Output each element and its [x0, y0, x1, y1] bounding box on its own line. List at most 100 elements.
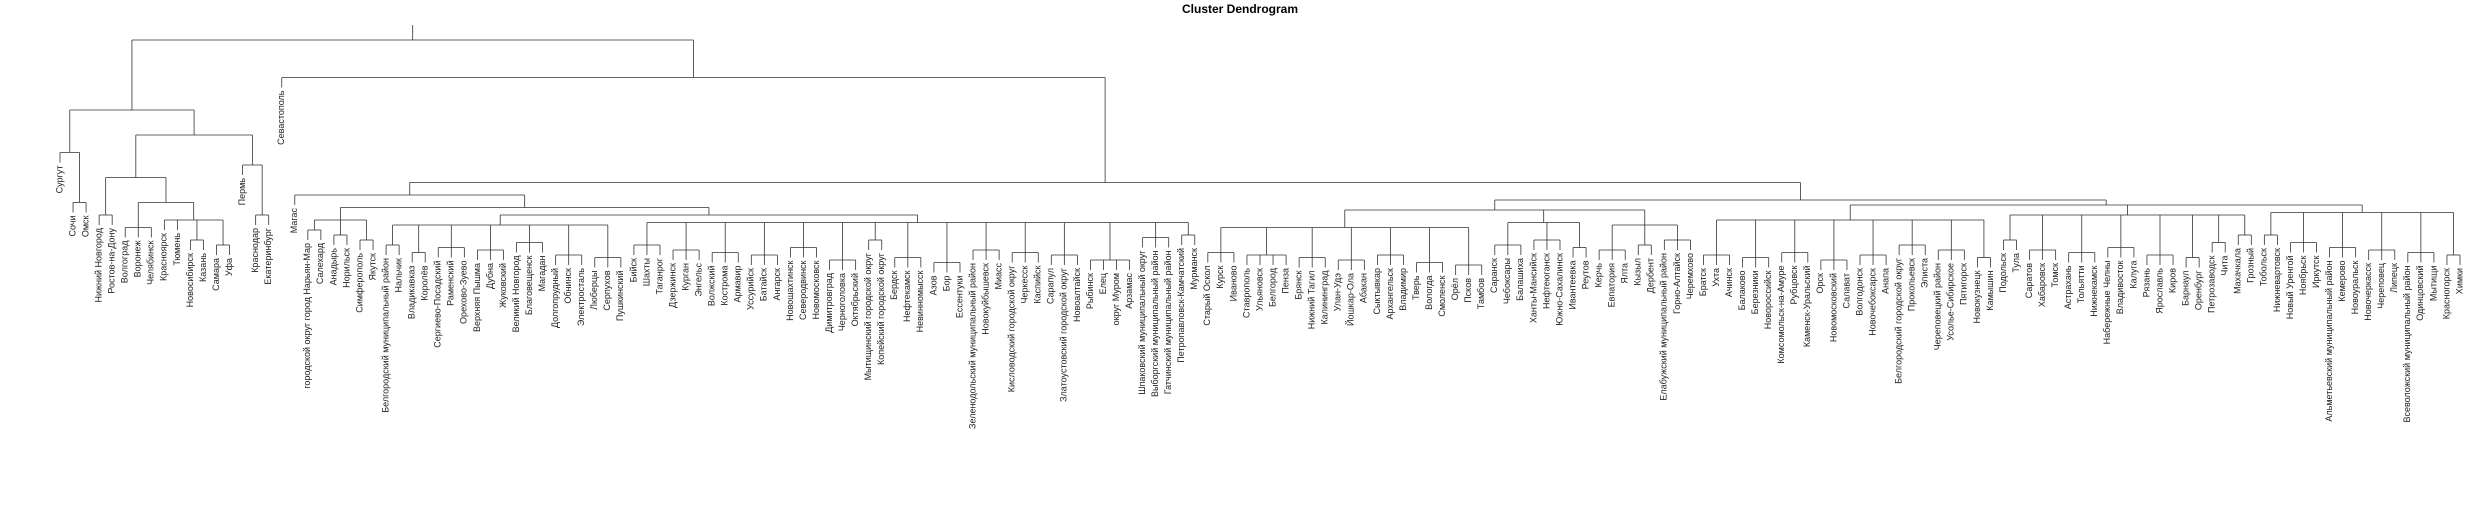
leaf-label: Каменск-Уральский [1802, 266, 1812, 348]
leaf-label: Калининград [1320, 270, 1330, 325]
leaf-label: Петрозаводск [2207, 255, 2217, 313]
leaf-label: Ханты-Мансийск [1528, 253, 1538, 323]
leaf-label: Ялта [1620, 263, 1630, 284]
leaf-label: Ульяновск [1254, 268, 1264, 311]
leaf-label: Йошкар-Ола [1345, 273, 1356, 326]
leaf-label: Северодвинск [798, 260, 808, 320]
leaf-label: Красноярск [159, 233, 169, 281]
leaf-label: Якутск [367, 253, 377, 281]
leaf-label: Бийск [628, 258, 638, 282]
leaf-label: Усолье-Сибирское [1946, 263, 1956, 341]
leaf-label: городской округ город Нарьян-Мар [302, 243, 312, 389]
leaf-label: Курган [680, 263, 690, 291]
leaf-label: Мурманск [1189, 248, 1199, 290]
leaf-label: Белгородский муниципальный район [380, 258, 390, 413]
leaf-label: Одинцовский [2415, 266, 2425, 321]
leaf-label: Владимир [1398, 268, 1408, 311]
leaf-label: Батайск [759, 268, 769, 301]
leaf-label: Балашиха [1515, 258, 1525, 301]
leaf-label: Волгодонск [1854, 268, 1864, 316]
leaf-label: Подольск [1998, 253, 2008, 293]
leaf-label: Раменский [446, 261, 456, 306]
leaf-label: Белгородский городской округ [1894, 257, 1904, 384]
leaf-label: округ Муром [1111, 273, 1121, 325]
leaf-label: Всеволожский муниципальный район [2402, 265, 2412, 422]
leaf-label: Каспийск [1033, 265, 1043, 303]
leaf-label: Новомосковск [811, 260, 821, 319]
leaf-label: Белгород [1267, 267, 1277, 307]
leaf-label: Краснодар [250, 228, 260, 273]
leaf-label: Прокопьевск [1907, 258, 1917, 311]
leaf-label: Миасс [994, 263, 1004, 290]
leaf-label: Чебоксары [1502, 258, 1512, 304]
leaf-label: Самара [211, 258, 221, 291]
leaf-label: Кострома [720, 266, 730, 306]
leaf-label: Дербент [1646, 258, 1656, 293]
leaf-label: Нижневартовск [2272, 248, 2282, 312]
leaf-label: Дзержинск [667, 263, 677, 308]
leaf-label: Сургут [54, 166, 64, 194]
leaf-label: Невинномысск [915, 270, 925, 332]
leaf-label: Новочебоксарск [1867, 268, 1877, 336]
leaf-label: Барнаул [2180, 271, 2190, 306]
leaf-label: Черкесск [1020, 265, 1030, 303]
leaf-label: Рубцовск [1789, 265, 1799, 304]
leaf-label: Елабужский муниципальный район [1659, 253, 1669, 401]
leaf-label: Тобольск [2259, 248, 2269, 286]
leaf-label: Выборгский муниципальный район [1150, 250, 1160, 397]
leaf-label: Верхняя Пышма [472, 263, 482, 332]
leaf-label: Чита [2220, 256, 2230, 276]
leaf-label: Жуковский [498, 263, 508, 308]
leaf-label: Горно-Алтайск [1672, 253, 1682, 314]
leaf-label: Обнинск [563, 268, 573, 304]
leaf-label: Шпаковский муниципальный округ [1137, 250, 1147, 395]
leaf-label: Ессентуки [954, 276, 964, 319]
leaf-label: Смоленск [1437, 275, 1447, 316]
leaf-label: Кемерово [2337, 261, 2347, 302]
leaf-label: Евпатория [1607, 263, 1617, 308]
leaf-label: Магас [289, 208, 299, 234]
leaf-label: Сыктывкар [1372, 268, 1382, 315]
leaf-label: Челябинск [146, 240, 156, 284]
leaf-label: Зеленодольский муниципальный район [967, 263, 977, 429]
leaf-label: Азов [928, 275, 938, 295]
leaf-label: Благовещенск [524, 255, 534, 315]
leaf-label: Камышин [1985, 270, 1995, 310]
leaf-label: Нефтеюганск [1541, 253, 1551, 309]
leaf-label: Ачинск [1724, 268, 1734, 297]
leaf-label: Иваново [1228, 266, 1238, 302]
leaf-label: Оренбург [2194, 270, 2204, 310]
leaf-label: Химки [2454, 268, 2464, 294]
leaf-label: Калуга [2128, 261, 2138, 289]
leaf-label: Кисловодский городской округ [1007, 265, 1017, 392]
leaf-label: Нижнекамск [2089, 265, 2099, 316]
leaf-label: Норильск [341, 248, 351, 288]
leaf-label: Братск [1698, 268, 1708, 296]
leaf-label: Нальчик [394, 258, 404, 293]
leaf-label: Липецк [2389, 263, 2399, 293]
leaf-label: Сарапул [1046, 268, 1056, 304]
leaf-label: Тула [2011, 253, 2021, 273]
leaf-label: Черноголовка [837, 273, 847, 331]
leaf-label: Красногорск [2441, 268, 2451, 319]
leaf-label: Казань [198, 253, 208, 282]
leaf-label: Копейский городской округ [876, 252, 886, 365]
leaf-label: Ставрополь [1241, 268, 1251, 318]
leaf-label: Южно-Сахалинск [1554, 253, 1564, 326]
leaf-label: Октябрьский [850, 273, 860, 326]
leaf-label: Уссурийск [746, 268, 756, 310]
leaf-label: Иркутск [2311, 255, 2321, 288]
leaf-label: Новоалтайск [1072, 268, 1082, 322]
leaf-label: Тольятти [2076, 266, 2086, 304]
leaf-label: Хабаровск [2037, 263, 2047, 307]
leaf-label: Владикавказ [407, 266, 417, 320]
leaf-label: Рязань [2141, 268, 2151, 298]
leaf-label: Пушкинский [615, 271, 625, 322]
leaf-label: Электросталь [576, 268, 586, 326]
leaf-label: Набережные Челны [2102, 261, 2112, 345]
leaf-label: Старый Оскол [1202, 266, 1212, 326]
leaf-label: Новороссийск [1763, 270, 1773, 329]
leaf-label: Анапа [1880, 268, 1890, 294]
leaf-label: Салехард [315, 242, 325, 284]
